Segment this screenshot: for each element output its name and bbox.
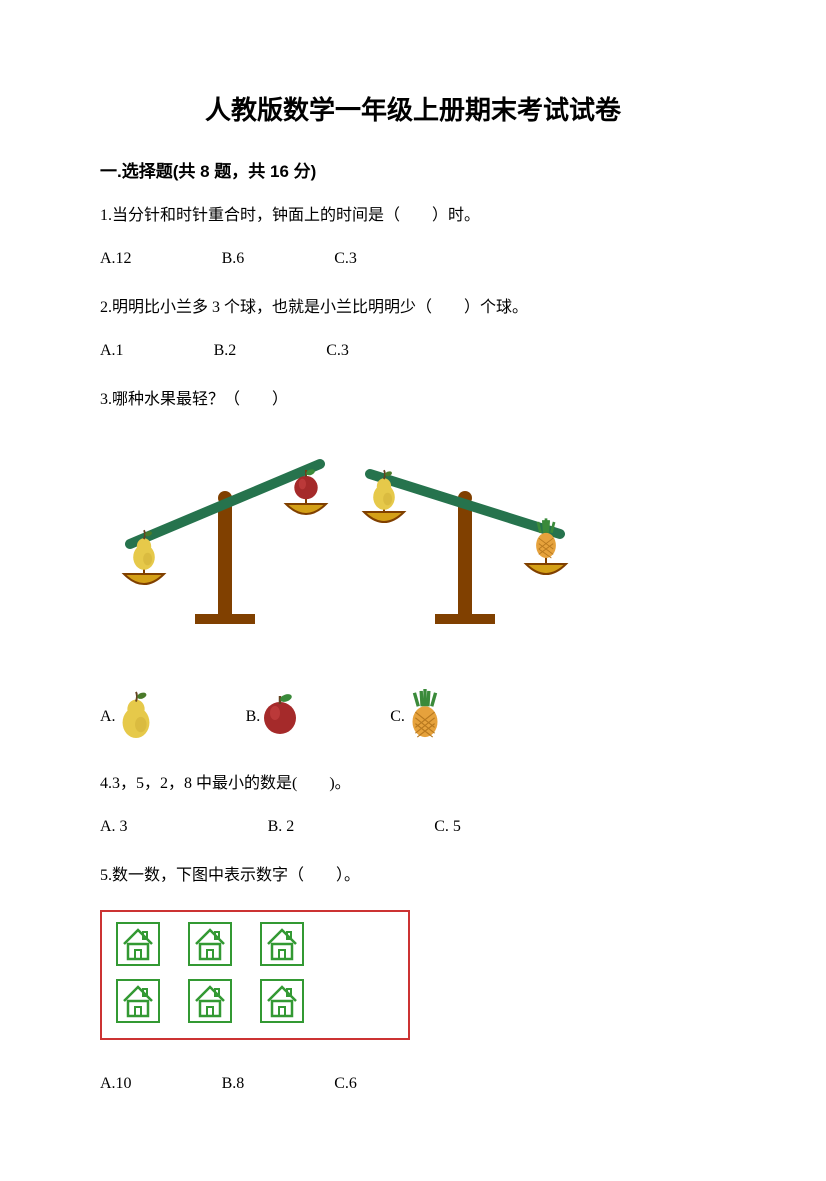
q2-option-b[interactable]: B.2 — [214, 342, 237, 360]
q3-option-c[interactable]: C. — [390, 689, 445, 744]
q5-option-c[interactable]: C.6 — [334, 1075, 357, 1093]
q4-option-c[interactable]: C. 5 — [434, 818, 461, 836]
house-icon — [116, 979, 160, 1028]
question-1-options: A.12 B.6 C.3 — [100, 250, 726, 268]
question-5: 5.数一数，下图中表示数字（ ）。 — [100, 864, 726, 888]
houses-row-1 — [116, 922, 394, 971]
question-4-options: A. 3 B. 2 C. 5 — [100, 818, 726, 836]
q3-option-a[interactable]: A. — [100, 690, 156, 743]
q4-option-a[interactable]: A. 3 — [100, 818, 128, 836]
q1-option-a[interactable]: A.12 — [100, 250, 132, 268]
houses-illustration — [100, 910, 410, 1040]
apple-icon — [260, 692, 300, 741]
exam-title: 人教版数学一年级上册期末考试试卷 — [100, 90, 726, 127]
question-3-options: A. B. — [100, 689, 726, 744]
question-3: 3.哪种水果最轻？（ ） — [100, 388, 726, 412]
question-4: 4.3，5，2，8 中最小的数是( )。 — [100, 772, 726, 796]
question-5-options: A.10 B.8 C.6 — [100, 1075, 726, 1093]
question-1: 1.当分针和时针重合时，钟面上的时间是（ ）时。 — [100, 204, 726, 228]
q2-option-c[interactable]: C.3 — [326, 342, 349, 360]
q1-option-b[interactable]: B.6 — [222, 250, 245, 268]
q3-option-b[interactable]: B. — [246, 692, 301, 741]
exam-page: 人教版数学一年级上册期末考试试卷 一.选择题(共 8 题，共 16 分) 1.当… — [0, 0, 826, 1181]
q1-option-c[interactable]: C.3 — [334, 250, 357, 268]
house-icon — [260, 922, 304, 971]
question-2-options: A.1 B.2 C.3 — [100, 342, 726, 360]
q3-opt-b-label: B. — [246, 708, 261, 726]
balance-scales-illustration — [100, 434, 726, 649]
q5-option-a[interactable]: A.10 — [100, 1075, 132, 1093]
q3-opt-a-label: A. — [100, 708, 116, 726]
houses-row-2 — [116, 979, 394, 1028]
section-1-header: 一.选择题(共 8 题，共 16 分) — [100, 157, 726, 182]
question-2: 2.明明比小兰多 3 个球，也就是小兰比明明少（ ）个球。 — [100, 296, 726, 320]
pear-icon — [116, 690, 156, 743]
q4-option-b[interactable]: B. 2 — [268, 818, 295, 836]
house-icon — [188, 922, 232, 971]
house-icon — [116, 922, 160, 971]
q2-option-a[interactable]: A.1 — [100, 342, 124, 360]
q5-option-b[interactable]: B.8 — [222, 1075, 245, 1093]
q3-opt-c-label: C. — [390, 708, 405, 726]
house-icon — [188, 979, 232, 1028]
house-icon — [260, 979, 304, 1028]
pineapple-icon — [405, 689, 445, 744]
